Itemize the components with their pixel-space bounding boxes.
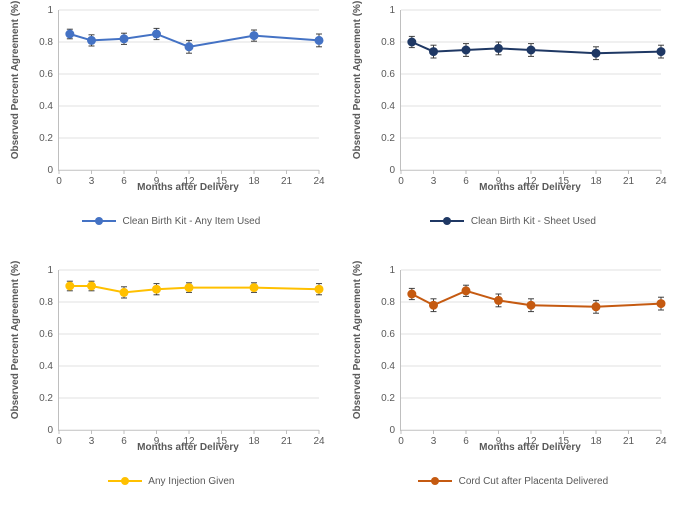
svg-text:0.4: 0.4 bbox=[39, 101, 53, 112]
svg-text:0.4: 0.4 bbox=[381, 361, 395, 372]
svg-text:1: 1 bbox=[389, 265, 395, 276]
svg-text:0.4: 0.4 bbox=[381, 101, 395, 112]
legend-tr: Clean Birth Kit - Sheet Used bbox=[342, 215, 684, 227]
plot-area: 00.20.40.60.8103691215182124 bbox=[400, 10, 661, 171]
legend-bl: Any Injection Given bbox=[0, 475, 342, 487]
y-axis-label: Observed Percent Agreement (%) bbox=[352, 260, 363, 420]
svg-text:0: 0 bbox=[47, 165, 53, 176]
legend-swatch bbox=[430, 215, 464, 227]
x-axis-label: Months after Delivery bbox=[58, 182, 318, 193]
chart-svg-tr: 00.20.40.60.8103691215182124 bbox=[401, 10, 661, 170]
panel-top-left: Observed Percent Agreement (%) 00.20.40.… bbox=[0, 0, 342, 260]
svg-text:0.8: 0.8 bbox=[39, 297, 53, 308]
svg-text:0.6: 0.6 bbox=[39, 69, 53, 80]
legend-swatch bbox=[108, 475, 142, 487]
legend-swatch bbox=[418, 475, 452, 487]
legend-label: Clean Birth Kit - Any Item Used bbox=[122, 216, 260, 227]
x-axis-label: Months after Delivery bbox=[400, 442, 660, 453]
chart-svg-tl: 00.20.40.60.8103691215182124 bbox=[59, 10, 319, 170]
legend-swatch bbox=[82, 215, 116, 227]
svg-text:0: 0 bbox=[389, 165, 395, 176]
plot-area: 00.20.40.60.8103691215182124 bbox=[58, 10, 319, 171]
legend-tl: Clean Birth Kit - Any Item Used bbox=[0, 215, 342, 227]
svg-text:0.8: 0.8 bbox=[39, 37, 53, 48]
svg-text:1: 1 bbox=[47, 5, 53, 16]
chart-svg-bl: 00.20.40.60.8103691215182124 bbox=[59, 270, 319, 430]
svg-text:1: 1 bbox=[47, 265, 53, 276]
panel-top-right: Observed Percent Agreement (%) 00.20.40.… bbox=[342, 0, 684, 260]
legend-label: Clean Birth Kit - Sheet Used bbox=[471, 216, 596, 227]
svg-text:0.2: 0.2 bbox=[381, 393, 395, 404]
legend-label: Any Injection Given bbox=[148, 476, 234, 487]
svg-text:0: 0 bbox=[47, 425, 53, 436]
y-axis-label: Observed Percent Agreement (%) bbox=[352, 0, 363, 160]
y-axis-label: Observed Percent Agreement (%) bbox=[10, 0, 21, 160]
svg-text:0.6: 0.6 bbox=[381, 69, 395, 80]
y-axis-label: Observed Percent Agreement (%) bbox=[10, 260, 21, 420]
svg-text:0.2: 0.2 bbox=[39, 133, 53, 144]
plot-area: 00.20.40.60.8103691215182124 bbox=[58, 270, 319, 431]
svg-text:0.2: 0.2 bbox=[381, 133, 395, 144]
svg-text:0.4: 0.4 bbox=[39, 361, 53, 372]
panel-bottom-right: Observed Percent Agreement (%) 00.20.40.… bbox=[342, 260, 684, 520]
svg-text:0.6: 0.6 bbox=[39, 329, 53, 340]
svg-text:0.2: 0.2 bbox=[39, 393, 53, 404]
svg-text:1: 1 bbox=[389, 5, 395, 16]
x-axis-label: Months after Delivery bbox=[400, 182, 660, 193]
plot-area: 00.20.40.60.8103691215182124 bbox=[400, 270, 661, 431]
svg-text:0: 0 bbox=[389, 425, 395, 436]
legend-br: Cord Cut after Placenta Delivered bbox=[342, 475, 684, 487]
legend-label: Cord Cut after Placenta Delivered bbox=[459, 476, 609, 487]
panel-bottom-left: Observed Percent Agreement (%) 00.20.40.… bbox=[0, 260, 342, 520]
svg-text:0.6: 0.6 bbox=[381, 329, 395, 340]
svg-text:0.8: 0.8 bbox=[381, 37, 395, 48]
svg-text:0.8: 0.8 bbox=[381, 297, 395, 308]
chart-svg-br: 00.20.40.60.8103691215182124 bbox=[401, 270, 661, 430]
figure: Observed Percent Agreement (%) 00.20.40.… bbox=[0, 0, 685, 520]
x-axis-label: Months after Delivery bbox=[58, 442, 318, 453]
